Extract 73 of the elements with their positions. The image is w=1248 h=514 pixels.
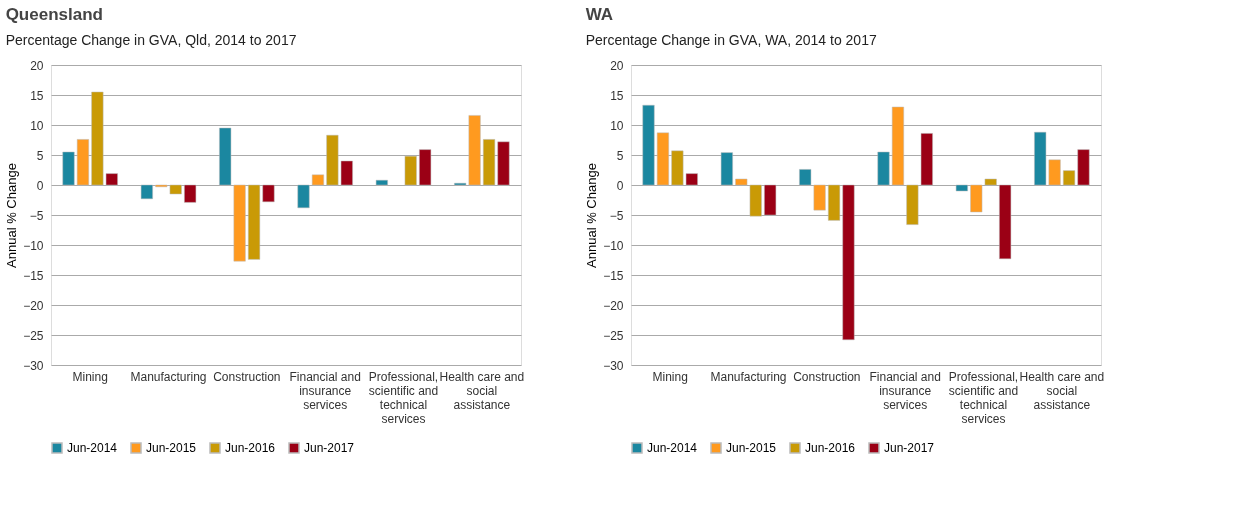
chart-title: WA (585, 5, 614, 24)
legend-label: Jun-2017 (884, 441, 935, 455)
bar (497, 141, 510, 186)
bar (1077, 149, 1090, 186)
bar (62, 151, 75, 186)
x-tick-label: Financial and insurance services (289, 369, 361, 412)
bar (891, 106, 904, 186)
y-axis-title: Annual % Change (584, 163, 600, 268)
y-tick-label: −30 (603, 358, 624, 373)
y-tick-label: 10 (30, 118, 44, 133)
y-tick-label: −25 (23, 328, 44, 343)
bar (140, 184, 153, 200)
bar (297, 184, 310, 209)
bar (184, 184, 197, 203)
bar (642, 104, 655, 186)
bar (877, 151, 890, 186)
y-tick-label: 20 (610, 58, 624, 73)
x-tick-label: Mining (72, 369, 108, 384)
y-tick-label: −10 (603, 238, 624, 253)
bar (483, 139, 496, 186)
y-tick-label: 5 (36, 148, 44, 163)
bar (419, 149, 432, 186)
legend-label: Jun-2016 (805, 441, 856, 455)
legend-label: Jun-2014 (647, 441, 698, 455)
bar (375, 179, 388, 186)
y-tick-label: −5 (29, 208, 44, 223)
legend-label: Jun-2015 (146, 441, 197, 455)
y-tick-label: 15 (30, 88, 44, 103)
y-axis-title: Annual % Change (4, 163, 20, 268)
y-tick-label: 15 (610, 88, 624, 103)
x-tick-label: Financial and insurance services (869, 369, 941, 412)
y-tick-label: 10 (610, 118, 624, 133)
y-tick-label: −20 (603, 298, 624, 313)
bar (764, 184, 777, 216)
bar (262, 184, 275, 203)
bar (656, 132, 669, 186)
bar (720, 152, 733, 186)
y-tick-label: −20 (23, 298, 44, 313)
chart-subtitle: Percentage Change in GVA, WA, 2014 to 2017 (585, 32, 877, 48)
y-tick-label: −25 (603, 328, 624, 343)
y-tick-label: 20 (30, 58, 44, 73)
y-tick-label: −15 (603, 268, 624, 283)
bar (76, 139, 89, 186)
x-tick-label: Health care and social assistance (439, 369, 525, 412)
legend-label: Jun-2017 (304, 441, 355, 455)
x-tick-label: Construction (213, 369, 281, 384)
bar (311, 174, 324, 186)
x-tick-label: Health care and social assistance (1019, 369, 1105, 412)
bar (999, 184, 1012, 260)
chart-title: Queensland (5, 5, 103, 24)
bar (828, 184, 841, 221)
x-tick-label: Professional, scientific and technical services (948, 369, 1019, 426)
bar (404, 155, 417, 186)
y-tick-label: 5 (616, 148, 624, 163)
chart-subtitle: Percentage Change in GVA, Qld, 2014 to 2017 (5, 32, 297, 48)
x-tick-label: Mining (652, 369, 688, 384)
x-tick-label: Manufacturing (710, 369, 787, 384)
x-tick-label: Professional, scientific and technical services (368, 369, 439, 426)
bar (248, 184, 261, 260)
x-tick-label: Construction (793, 369, 861, 384)
y-tick-label: −30 (23, 358, 44, 373)
y-tick-label: 0 (616, 178, 624, 193)
y-tick-label: 0 (36, 178, 44, 193)
bar (955, 184, 968, 192)
y-tick-label: −15 (23, 268, 44, 283)
legend-label: Jun-2016 (225, 441, 276, 455)
legend-label: Jun-2014 (67, 441, 118, 455)
y-tick-label: −10 (23, 238, 44, 253)
x-tick-label: Manufacturing (130, 369, 207, 384)
legend-label: Jun-2015 (726, 441, 777, 455)
bar (842, 184, 855, 341)
bar (1063, 170, 1076, 186)
y-tick-label: −5 (609, 208, 624, 223)
